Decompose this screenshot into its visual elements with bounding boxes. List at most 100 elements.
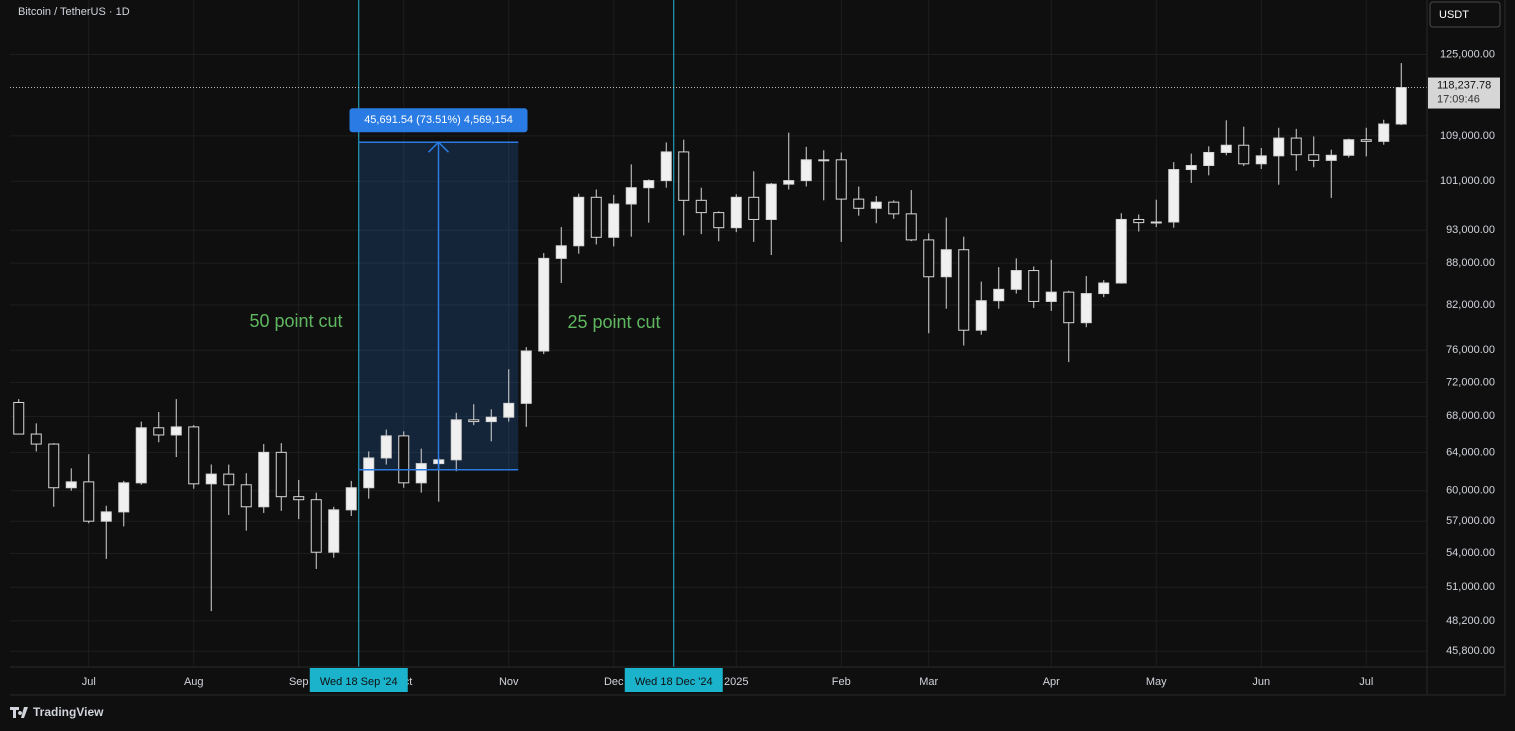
countdown-label: 17:09:46 [1437,93,1480,105]
candle-body [940,249,952,278]
candle-body [1290,137,1302,156]
y-tick-label: 101,000.00 [1440,175,1495,187]
candle-body [975,300,987,331]
candle-body [1395,87,1407,125]
candle-body [1010,270,1022,290]
y-tick-label: 54,000.00 [1446,547,1495,559]
x-tick-label: Mar [919,676,938,688]
candle-body [643,180,655,189]
y-tick-label: 45,800.00 [1446,645,1495,657]
candle-body [923,239,935,278]
candle-body [1168,169,1180,223]
candle-body [1325,154,1337,161]
currency-button[interactable] [1429,1,1501,28]
candle-body [713,212,725,229]
x-tick-label: Feb [832,676,851,688]
candle-body [853,198,865,209]
last-price-box [1428,77,1500,109]
y-tick-label: 68,000.00 [1446,410,1495,422]
candle-body [1028,270,1040,302]
x-tick-label: May [1146,676,1167,688]
annotation: 50 point cut [249,311,342,331]
candle-body [170,426,182,436]
candle-body [328,509,340,553]
candle-body [608,203,620,238]
candle-body [13,401,25,435]
candle-body [1115,218,1127,284]
axes: 125,000.00 109,000.00 101,000.00 93,000.00 8… [82,48,1500,692]
candle-body [818,159,830,162]
x-tick-label: Apr [1043,676,1060,688]
candle-body [1045,291,1057,302]
candle-body [783,180,795,185]
y-tick-label: 125,000.00 [1440,48,1495,60]
candle-body [118,482,130,513]
candle-body [1220,144,1232,153]
candle-body [765,183,777,220]
grid [10,0,1427,667]
symbol-title: Bitcoin / TetherUS · 1D [18,6,130,18]
currency-label[interactable]: USDT [1439,9,1469,21]
candle-body [1080,293,1092,324]
candle-body [800,159,812,182]
candle-body [678,151,690,201]
y-tick-label: 93,000.00 [1446,224,1495,236]
candle-body [573,196,585,247]
y-tick-label: 48,200.00 [1446,615,1495,627]
brand-name: TradingView [33,705,104,719]
y-tick-label: 109,000.00 [1440,130,1495,142]
x-tick-label: 2025 [724,676,748,688]
x-tick-label: Dec [604,676,624,688]
candle-body [1360,139,1372,142]
candle-body [48,443,60,489]
candle-body [135,427,147,484]
y-tick-label: 72,000.00 [1446,376,1495,388]
x-tick-label: Jul [1359,676,1373,688]
x-tick-label: Nov [499,676,519,688]
measure-arrowhead [427,141,450,153]
candle-body [1343,139,1355,156]
logo-icon [10,707,28,718]
candle-body [275,451,287,498]
candle-body [223,473,235,486]
candle-body [1098,282,1110,295]
candle-body [30,433,42,445]
candle-body [65,481,77,489]
candle-body [503,402,515,418]
brand-logo [10,707,28,718]
candle-body [415,463,427,484]
candle-body [905,213,917,241]
y-tick-label: 76,000.00 [1446,344,1495,356]
candle-body [363,457,375,489]
candle-body [485,416,497,423]
x-tick-label: Aug [184,676,204,688]
candle-body [345,487,357,511]
x-tick-label: Sep [289,676,309,688]
y-tick-label: 64,000.00 [1446,446,1495,458]
y-tick-label: 88,000.00 [1446,257,1495,269]
x-tick-label: Jun [1252,676,1270,688]
candle-body [258,451,270,508]
candle-body [888,201,900,215]
candle-body [1255,155,1267,165]
candle-body [293,496,305,501]
candle-body [590,196,602,238]
candle-body [188,426,200,485]
candle-body [450,419,462,461]
candle-body [240,484,252,508]
marker-label: Wed 18 Dec '24 [635,676,713,688]
candle-body [538,257,550,352]
candle-body [958,249,970,331]
candle-body [1273,137,1285,157]
candle-body [695,199,707,214]
candle-body [835,159,847,200]
marker-label: Wed 18 Sep '24 [320,676,398,688]
y-tick-label: 57,000.00 [1446,515,1495,527]
candle-body [1238,144,1250,165]
y-tick-label: 82,000.00 [1446,299,1495,311]
candle-body [83,481,95,522]
candle-body [660,151,672,182]
marker-label-box [624,668,723,692]
